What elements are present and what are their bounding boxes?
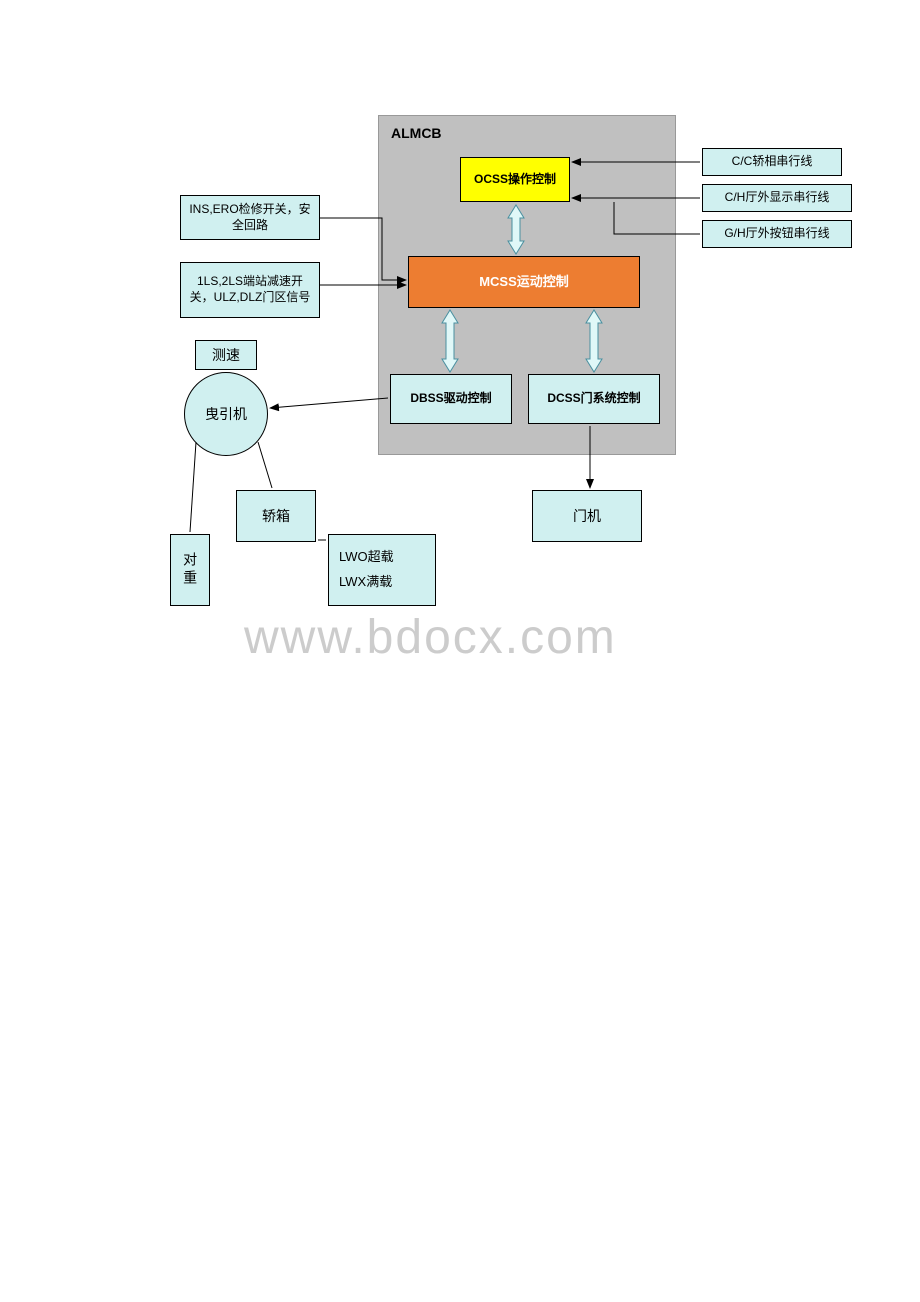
ls-label: 1LS,2LS端站减速开关，ULZ,DLZ门区信号 [185, 274, 315, 305]
ocss-node: OCSS操作控制 [460, 157, 570, 202]
yeyinji-label: 曳引机 [205, 404, 247, 424]
gh-label: G/H厅外按钮串行线 [724, 226, 829, 242]
lwo-label2: LWX满载 [339, 574, 392, 591]
watermark: www.bdocx.com [244, 610, 617, 665]
cesu-node: 测速 [195, 340, 257, 370]
jiaoxiang-label: 轿箱 [262, 507, 290, 525]
ch-node: C/H厅外显示串行线 [702, 184, 852, 212]
duizhong-label: 对重 [181, 552, 199, 588]
dcss-node: DCSS门系统控制 [528, 374, 660, 424]
ins-ero-node: INS,ERO检修开关，安全回路 [180, 195, 320, 240]
menji-label: 门机 [573, 507, 601, 525]
system-diagram: ALMCB OCSS操作控制 MCSS运动控制 DBSS驱动控制 DCSS门系统… [0, 0, 920, 1302]
gh-node: G/H厅外按钮串行线 [702, 220, 852, 248]
mcss-label: MCSS运动控制 [479, 274, 569, 291]
watermark-text: www.bdocx.com [244, 611, 617, 664]
almcb-label: ALMCB [391, 124, 442, 142]
line-yeyinji-duizhong [190, 442, 196, 532]
cc-label: C/C轿相串行线 [732, 154, 813, 170]
menji-node: 门机 [532, 490, 642, 542]
line-yeyinji-jiaoxiang [258, 442, 272, 488]
yeyinji-node: 曳引机 [184, 372, 268, 456]
lwo-label1: LWO超载 [339, 549, 394, 566]
ch-label: C/H厅外显示串行线 [725, 190, 830, 206]
duizhong-node: 对重 [170, 534, 210, 606]
arrow-dbss-yeyinji [270, 398, 388, 408]
lwo-node: LWO超载 LWX满载 [328, 534, 436, 606]
ls-node: 1LS,2LS端站减速开关，ULZ,DLZ门区信号 [180, 262, 320, 318]
cc-node: C/C轿相串行线 [702, 148, 842, 176]
jiaoxiang-node: 轿箱 [236, 490, 316, 542]
mcss-node: MCSS运动控制 [408, 256, 640, 308]
dcss-label: DCSS门系统控制 [547, 391, 640, 407]
cesu-label: 测速 [212, 346, 240, 364]
dbss-node: DBSS驱动控制 [390, 374, 512, 424]
ocss-label: OCSS操作控制 [474, 172, 556, 188]
ins-ero-label: INS,ERO检修开关，安全回路 [185, 202, 315, 233]
dbss-label: DBSS驱动控制 [410, 391, 491, 407]
